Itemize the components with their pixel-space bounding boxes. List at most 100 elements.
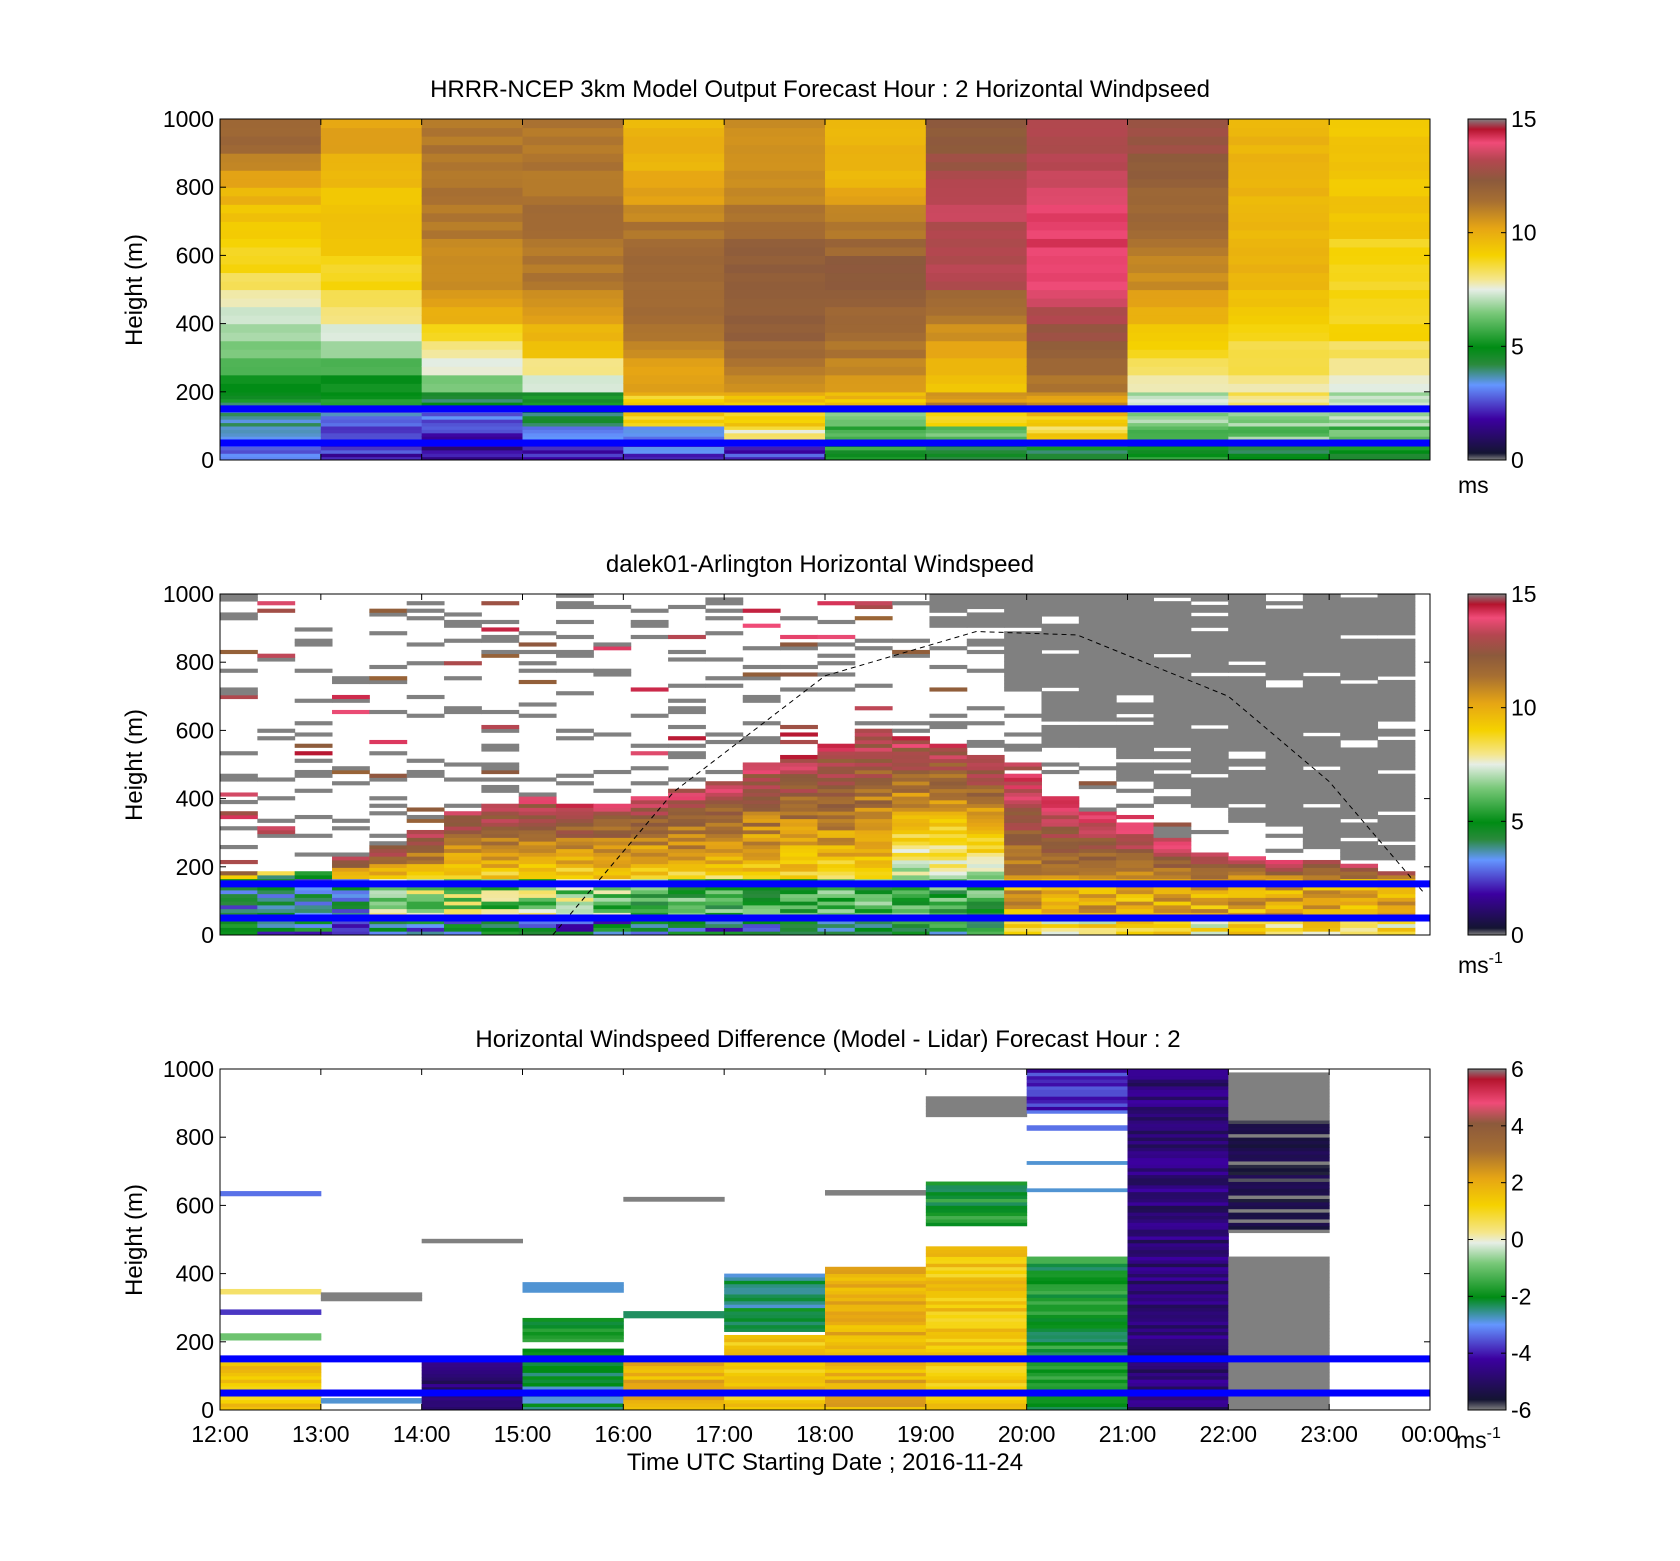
heatmap-cell: [966, 837, 1005, 842]
heatmap-cell: [1078, 706, 1117, 711]
heatmap-cell: [623, 340, 725, 350]
heatmap-cell: [1004, 837, 1042, 842]
heatmap-cell: [1377, 601, 1416, 606]
heatmap-cell: [522, 204, 624, 214]
x-tick-label: 00:00: [1401, 1421, 1459, 1447]
heatmap-cell: [220, 374, 322, 384]
heatmap-cell: [320, 161, 423, 171]
heatmap-cell: [1228, 1307, 1330, 1312]
heatmap-cell: [623, 383, 725, 393]
heatmap-cell: [220, 263, 322, 274]
heatmap-cell: [1228, 1311, 1330, 1315]
heatmap-cell: [825, 229, 927, 239]
heatmap-cell: [1228, 1171, 1330, 1176]
colorbar-unit: ms-1: [1456, 1425, 1501, 1453]
heatmap-cell: [854, 826, 893, 831]
heatmap-cell: [1004, 777, 1042, 782]
heatmap-cell: [1127, 398, 1229, 403]
heatmap-cell: [1127, 1137, 1229, 1142]
heatmap-cell: [1228, 1334, 1330, 1339]
heatmap-cell: [332, 886, 370, 891]
heatmap-cell: [406, 904, 445, 910]
heatmap-cell: [854, 889, 893, 895]
heatmap-cell: [1127, 1130, 1229, 1135]
heatmap-cell: [1228, 315, 1330, 325]
heatmap-cell: [1340, 728, 1379, 733]
heatmap-cell: [825, 1192, 927, 1196]
heatmap-cell: [925, 340, 1028, 350]
heatmap-cell: [825, 1375, 927, 1380]
heatmap-cell: [522, 195, 624, 205]
heatmap-cell: [522, 366, 624, 376]
heatmap-cell: [1153, 856, 1192, 861]
heatmap-cell: [1329, 204, 1430, 214]
heatmap-cell: [1004, 799, 1042, 805]
heatmap-cell: [1228, 904, 1267, 910]
heatmap-cell: [1078, 784, 1117, 790]
heatmap-cell: [556, 736, 594, 741]
heatmap-cell: [421, 1383, 523, 1388]
heatmap-cell: [1377, 679, 1416, 685]
heatmap-cell: [220, 919, 258, 925]
heatmap-cell: [929, 859, 968, 865]
heatmap-cell: [1228, 212, 1330, 222]
heatmap-cell: [825, 195, 927, 205]
heatmap-cell: [1026, 255, 1129, 265]
heatmap-cell: [220, 366, 322, 376]
y-tick-label: 200: [176, 1329, 214, 1355]
heatmap-cell: [481, 762, 520, 767]
heatmap-cell: [966, 762, 1005, 767]
heatmap-cell: [1329, 412, 1430, 417]
heatmap-cell: [623, 391, 725, 396]
heatmap-cell: [925, 449, 1028, 454]
heatmap-cell: [623, 315, 725, 325]
heatmap-cell: [257, 893, 296, 898]
heatmap-cell: [668, 837, 706, 842]
heatmap-cell: [522, 323, 624, 333]
heatmap-cell: [406, 642, 445, 647]
heatmap-cell: [593, 859, 632, 865]
heatmap-cell: [1302, 931, 1341, 935]
heatmap-cell: [522, 161, 624, 171]
heatmap-cell: [1228, 187, 1330, 197]
heatmap-cell: [556, 773, 594, 778]
heatmap-cell: [518, 814, 557, 820]
heatmap-cell: [742, 844, 781, 850]
heatmap-cell: [444, 886, 482, 891]
heatmap-cell: [1127, 1222, 1229, 1227]
heatmap-cell: [1228, 687, 1267, 692]
heatmap-cell: [220, 1382, 322, 1387]
heatmap-cell: [1116, 901, 1154, 906]
heatmap-cell: [742, 871, 781, 876]
colorbar-tick-label: 5: [1511, 808, 1524, 834]
heatmap-cell: [724, 187, 826, 197]
heatmap-cell: [780, 732, 818, 737]
heatmap-cell: [1340, 649, 1379, 655]
heatmap-cell: [1190, 762, 1229, 767]
heatmap-cell: [518, 822, 557, 827]
heatmap-cell: [406, 694, 445, 700]
heatmap-cell: [817, 796, 856, 801]
heatmap-cell: [925, 280, 1028, 291]
heatmap-cell: [1302, 829, 1341, 835]
heatmap-cell: [1377, 657, 1416, 662]
heatmap-cell: [332, 679, 370, 685]
heatmap-cell: [1377, 773, 1416, 778]
heatmap-cell: [1041, 923, 1080, 928]
heatmap-cell: [925, 415, 1028, 420]
heatmap-cell: [1153, 623, 1192, 628]
heatmap-cell: [925, 357, 1028, 367]
heatmap-cell: [1340, 709, 1379, 715]
heatmap-cell: [1265, 631, 1304, 636]
heatmap-cell: [925, 1311, 1028, 1315]
heatmap-cell: [481, 649, 520, 655]
heatmap-cell: [556, 619, 594, 625]
heatmap-cell: [825, 221, 927, 231]
heatmap-cell: [780, 901, 818, 906]
heatmap-cell: [705, 852, 744, 857]
heatmap-cell: [1116, 751, 1154, 756]
heatmap-cell: [1127, 1188, 1229, 1193]
heatmap-cell: [623, 456, 725, 460]
heatmap-cell: [1026, 1082, 1128, 1087]
